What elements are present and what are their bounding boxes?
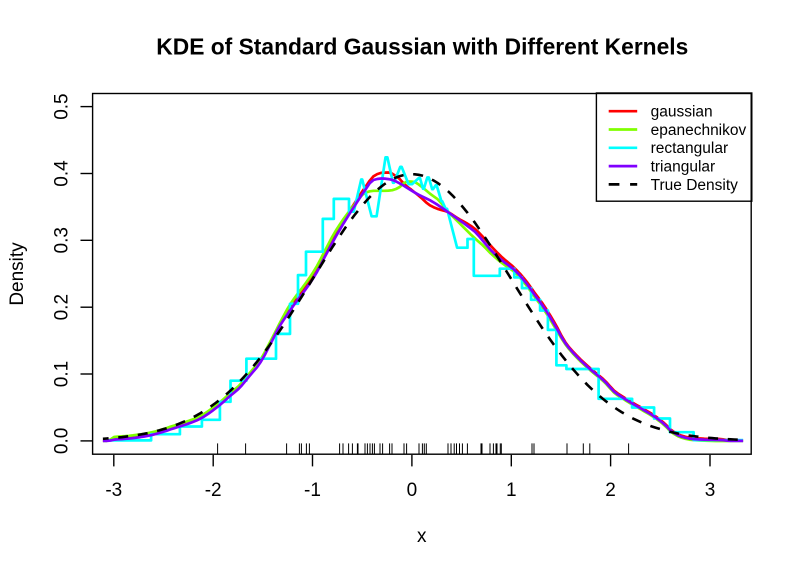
svg-text:-2: -2 <box>205 480 222 501</box>
svg-text:1: 1 <box>506 480 517 501</box>
svg-text:True Density: True Density <box>651 177 739 194</box>
svg-text:0.1: 0.1 <box>52 361 73 387</box>
svg-text:0.2: 0.2 <box>52 294 73 320</box>
svg-text:gaussian: gaussian <box>651 104 713 121</box>
svg-text:KDE of Standard Gaussian with: KDE of Standard Gaussian with Different … <box>156 34 688 60</box>
svg-text:0.4: 0.4 <box>52 160 73 187</box>
svg-text:triangular: triangular <box>651 159 716 176</box>
svg-text:0.0: 0.0 <box>52 428 73 454</box>
svg-text:rectangular: rectangular <box>651 140 729 157</box>
svg-text:-3: -3 <box>105 480 122 501</box>
svg-text:2: 2 <box>605 480 616 501</box>
svg-text:-1: -1 <box>304 480 321 501</box>
svg-text:x: x <box>417 526 427 547</box>
svg-text:3: 3 <box>705 480 716 501</box>
svg-text:0.3: 0.3 <box>52 227 73 253</box>
svg-text:0: 0 <box>407 480 418 501</box>
svg-text:0.5: 0.5 <box>52 93 73 119</box>
svg-text:epanechnikov: epanechnikov <box>651 122 747 139</box>
svg-text:Density: Density <box>7 242 28 306</box>
